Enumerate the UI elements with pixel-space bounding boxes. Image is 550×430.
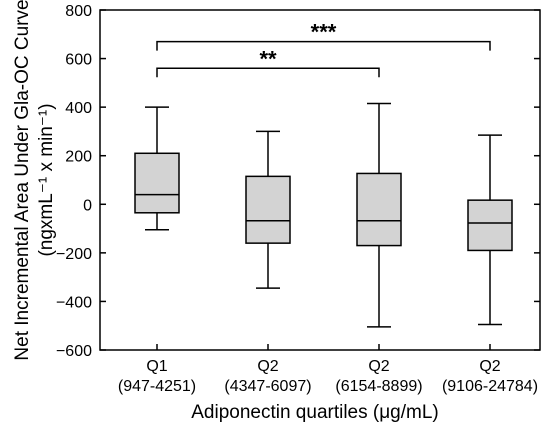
category-label: Q2 <box>257 358 278 375</box>
y-tick-label: −600 <box>56 343 92 360</box>
y-tick-label: 200 <box>65 149 92 166</box>
significance-label: ** <box>259 46 277 71</box>
iqr-box <box>245 175 291 244</box>
y-tick-label: 600 <box>65 52 92 69</box>
iqr-box <box>356 172 402 247</box>
labels-group: Q1 (947-4251) Q2 (4347-6097) Q2 (6154-8899) Q2… <box>118 358 538 395</box>
box-4 <box>467 134 513 326</box>
bracket-line <box>156 67 380 78</box>
category-label: Q1 <box>146 358 167 375</box>
plot-frame <box>99 9 541 351</box>
y-tick-label: −200 <box>56 246 92 263</box>
y-axis-title: Net Incremental Area Under Gla-OC Curve(… <box>12 0 57 361</box>
category-range: (947-4251) <box>118 378 196 395</box>
category-range: (6154-8899) <box>335 378 422 395</box>
bracket-line <box>156 40 491 51</box>
axes-group: −600 −400 −200 0 200 400 600 800 <box>56 3 541 360</box>
boxes-group <box>134 102 513 328</box>
iqr-box <box>467 199 513 252</box>
category-label: Q2 <box>368 358 389 375</box>
category-label: Q2 <box>479 358 500 375</box>
y-axis-title-line2: (ngxmL⁻¹ x min⁻¹) <box>36 103 57 256</box>
y-tick-label: −400 <box>56 294 92 311</box>
box-3 <box>356 102 402 328</box>
significance-label: *** <box>311 20 337 45</box>
significance-bracket: *** <box>156 20 491 51</box>
y-tick-label: 0 <box>83 197 92 214</box>
iqr-box <box>134 152 180 214</box>
x-axis-title: Adiponectin quartiles (μg/mL) <box>191 402 439 423</box>
significance-group: ***** <box>156 20 491 78</box>
category-range: (9106-24784) <box>442 378 538 395</box>
box-1 <box>134 106 180 231</box>
y-axis-title-line1: Net Incremental Area Under Gla-OC Curve <box>12 0 33 361</box>
y-tick-label: 400 <box>65 100 92 117</box>
y-tick-label: 800 <box>65 3 92 20</box>
box-2 <box>245 130 291 289</box>
significance-bracket: ** <box>156 46 380 78</box>
category-range: (4347-6097) <box>224 378 311 395</box>
